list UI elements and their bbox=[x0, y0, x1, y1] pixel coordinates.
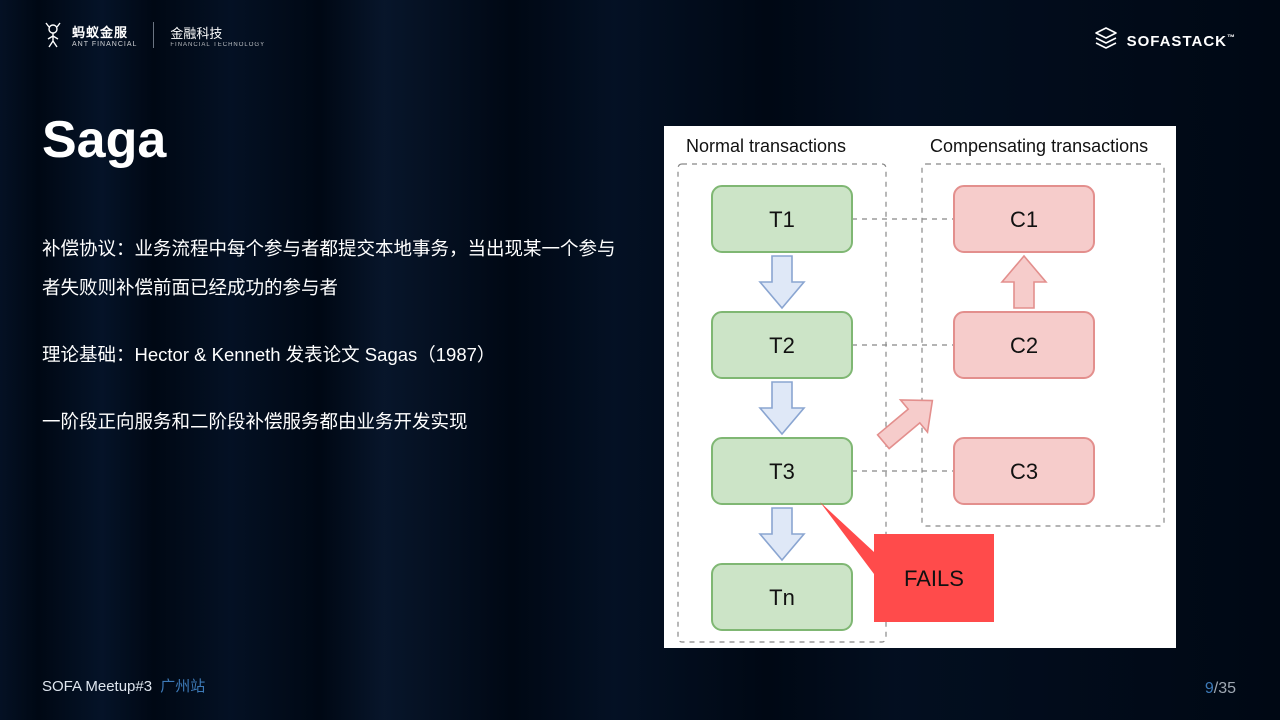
paragraph-3: 一阶段正向服务和二阶段补偿服务都由业务开发实现 bbox=[42, 403, 622, 442]
paragraph-1: 补偿协议：业务流程中每个参与者都提交本地事务，当出现某一个参与者失败则补偿前面已… bbox=[42, 230, 622, 308]
page-number: 9/35 bbox=[1205, 680, 1236, 698]
logo-divider bbox=[153, 22, 154, 48]
page-total: /35 bbox=[1214, 680, 1236, 697]
fintech-text: 金融科技 bbox=[170, 23, 265, 42]
ant-icon bbox=[42, 22, 64, 48]
label-t1: T1 bbox=[769, 207, 795, 232]
event-location: 广州站 bbox=[160, 678, 205, 695]
ant-text-block: 蚂蚁金服 ANT FINANCIAL bbox=[72, 22, 137, 48]
arrow-c2-c1 bbox=[1002, 256, 1046, 308]
node-t2: T2 bbox=[712, 312, 852, 378]
label-tn: Tn bbox=[769, 585, 795, 610]
node-c2: C2 bbox=[954, 312, 1094, 378]
node-tn: Tn bbox=[712, 564, 852, 630]
paragraph-2: 理论基础：Hector & Kenneth 发表论文 Sagas（1987） bbox=[42, 336, 622, 375]
trademark: ™ bbox=[1227, 33, 1236, 42]
ant-financial-logo: 蚂蚁金服 ANT FINANCIAL 金融科技 FINANCIAL TECHNO… bbox=[42, 22, 265, 48]
label-c3: C3 bbox=[1010, 459, 1038, 484]
header-normal: Normal transactions bbox=[686, 136, 846, 156]
node-c1: C1 bbox=[954, 186, 1094, 252]
arrow-t3-c2 bbox=[870, 384, 946, 457]
sofastack-icon bbox=[1093, 26, 1119, 57]
sofastack-text: SOFASTACK™ bbox=[1127, 33, 1236, 50]
body-text: 补偿协议：业务流程中每个参与者都提交本地事务，当出现某一个参与者失败则补偿前面已… bbox=[42, 230, 622, 469]
ant-logo-sub: ANT FINANCIAL bbox=[72, 41, 137, 48]
page-current: 9 bbox=[1205, 680, 1214, 697]
fintech-text-block: 金融科技 FINANCIAL TECHNOLOGY bbox=[170, 23, 265, 48]
event-name: SOFA Meetup#3 bbox=[42, 678, 152, 695]
node-c3: C3 bbox=[954, 438, 1094, 504]
saga-diagram: Normal transactions Compensating transac… bbox=[664, 126, 1176, 648]
header-compensating: Compensating transactions bbox=[930, 136, 1148, 156]
page-title: Saga bbox=[42, 110, 166, 170]
fails-label: FAILS bbox=[904, 566, 964, 591]
node-t1: T1 bbox=[712, 186, 852, 252]
label-t3: T3 bbox=[769, 459, 795, 484]
arrow-t1-t2 bbox=[760, 256, 804, 308]
ant-logo-text: 蚂蚁金服 bbox=[72, 22, 137, 41]
arrow-t2-t3 bbox=[760, 382, 804, 434]
sofastack-logo: SOFASTACK™ bbox=[1093, 26, 1236, 57]
fintech-sub: FINANCIAL TECHNOLOGY bbox=[170, 42, 265, 48]
node-t3: T3 bbox=[712, 438, 852, 504]
label-c1: C1 bbox=[1010, 207, 1038, 232]
label-c2: C2 bbox=[1010, 333, 1038, 358]
label-t2: T2 bbox=[769, 333, 795, 358]
arrow-t3-tn bbox=[760, 508, 804, 560]
footer-event: SOFA Meetup#3 广州站 bbox=[42, 675, 205, 696]
sofastack-label: SOFASTACK bbox=[1127, 33, 1227, 50]
